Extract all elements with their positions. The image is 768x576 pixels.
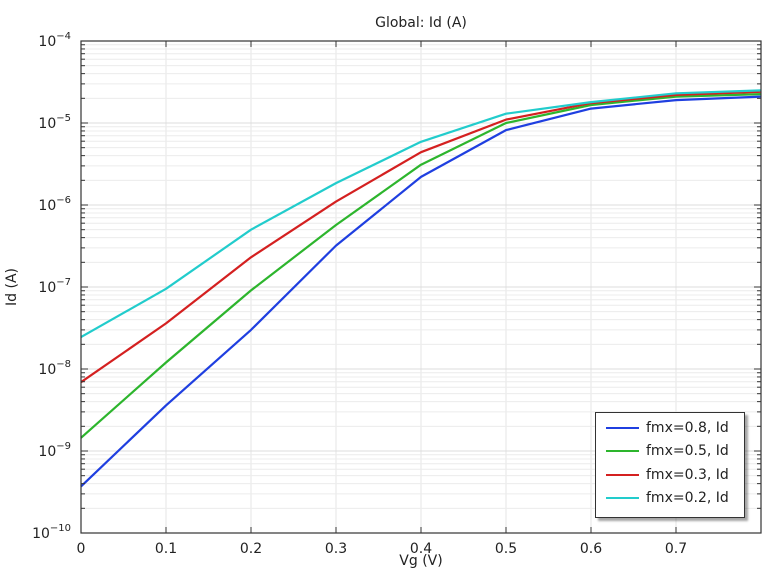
legend-swatch-red — [606, 474, 639, 476]
legend: fmx=0.8, Id fmx=0.5, Id fmx=0.3, Id fmx=… — [595, 412, 745, 518]
legend-label: fmx=0.5, Id — [646, 443, 729, 459]
svg-text:10−10: 10−10 — [32, 523, 71, 542]
series-line — [80, 95, 762, 488]
legend-label: fmx=0.8, Id — [646, 420, 729, 436]
svg-text:10−6: 10−6 — [38, 195, 71, 214]
legend-item: fmx=0.5, Id — [596, 441, 744, 461]
legend-item: fmx=0.8, Id — [596, 418, 744, 438]
legend-swatch-cyan — [606, 497, 639, 499]
svg-text:0.2: 0.2 — [240, 541, 262, 557]
series-line — [80, 90, 762, 384]
svg-text:0.1: 0.1 — [155, 541, 177, 557]
svg-text:10−8: 10−8 — [38, 359, 71, 378]
svg-text:10−7: 10−7 — [38, 277, 71, 296]
data-series — [80, 89, 762, 488]
svg-text:0.6: 0.6 — [580, 541, 602, 557]
svg-text:0: 0 — [77, 541, 86, 557]
legend-swatch-blue — [606, 427, 639, 429]
svg-text:10−9: 10−9 — [38, 441, 71, 460]
legend-label: fmx=0.3, Id — [646, 467, 729, 483]
legend-item: fmx=0.3, Id — [596, 465, 744, 485]
legend-label: fmx=0.2, Id — [646, 490, 729, 506]
legend-item: fmx=0.2, Id — [596, 488, 744, 508]
series-line — [80, 89, 762, 339]
svg-text:0.7: 0.7 — [665, 541, 687, 557]
axes: 0 0.1 0.2 0.3 0.4 0.5 0.6 0.7 10−10 10−9 10−8 10−7 1… — [32, 31, 762, 557]
svg-text:0.3: 0.3 — [325, 541, 347, 557]
svg-text:10−4: 10−4 — [38, 31, 71, 50]
y-axis-label: Id (A) — [4, 268, 20, 306]
svg-text:0.4: 0.4 — [410, 541, 432, 557]
chart-title: Global: Id (A) — [375, 15, 467, 31]
svg-text:10−5: 10−5 — [38, 113, 71, 132]
legend-swatch-green — [606, 450, 639, 452]
svg-text:0.5: 0.5 — [495, 541, 517, 557]
x-axis-label: Vg (V) — [399, 553, 443, 569]
series-line — [80, 93, 762, 439]
